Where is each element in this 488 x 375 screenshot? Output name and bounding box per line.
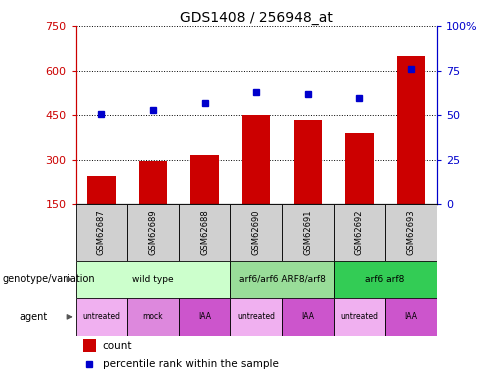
Text: percentile rank within the sample: percentile rank within the sample (103, 359, 279, 369)
Text: IAA: IAA (198, 312, 211, 321)
Text: arf6 arf8: arf6 arf8 (366, 275, 405, 284)
Bar (87, 176, 116, 204)
Bar (385, 298, 437, 336)
Bar (230, 204, 282, 261)
Text: count: count (103, 340, 132, 351)
Bar (282, 298, 334, 336)
Text: GSM62688: GSM62688 (200, 210, 209, 255)
Bar (179, 204, 230, 261)
Bar (190, 155, 219, 204)
Text: untreated: untreated (237, 312, 275, 321)
Title: GDS1408 / 256948_at: GDS1408 / 256948_at (180, 11, 333, 25)
Bar (385, 204, 437, 261)
Bar (179, 298, 230, 336)
Text: arf6/arf6 ARF8/arf8: arf6/arf6 ARF8/arf8 (239, 275, 325, 284)
Bar (76, 261, 230, 298)
Bar (76, 204, 127, 261)
Bar (282, 204, 334, 261)
Text: GSM62693: GSM62693 (407, 210, 415, 255)
Text: wild type: wild type (132, 275, 174, 284)
Bar (397, 56, 425, 204)
Text: genotype/variation: genotype/variation (2, 274, 95, 284)
Bar (242, 116, 270, 204)
Bar (139, 161, 167, 204)
Bar (127, 204, 179, 261)
Text: IAA: IAA (405, 312, 417, 321)
Text: untreated: untreated (340, 312, 378, 321)
Text: GSM62687: GSM62687 (97, 210, 106, 255)
Bar (334, 298, 385, 336)
Bar (345, 133, 374, 204)
Bar (76, 298, 127, 336)
Bar (334, 204, 385, 261)
Text: agent: agent (20, 312, 48, 322)
Text: GSM62691: GSM62691 (303, 210, 312, 255)
Text: untreated: untreated (82, 312, 121, 321)
Text: GSM62689: GSM62689 (148, 210, 158, 255)
Bar (294, 120, 322, 204)
Bar (127, 298, 179, 336)
Text: mock: mock (142, 312, 163, 321)
Text: GSM62690: GSM62690 (252, 210, 261, 255)
Bar (83, 339, 96, 352)
Bar (334, 261, 437, 298)
Text: IAA: IAA (301, 312, 314, 321)
Bar (230, 298, 282, 336)
Text: GSM62692: GSM62692 (355, 210, 364, 255)
Bar (230, 261, 334, 298)
